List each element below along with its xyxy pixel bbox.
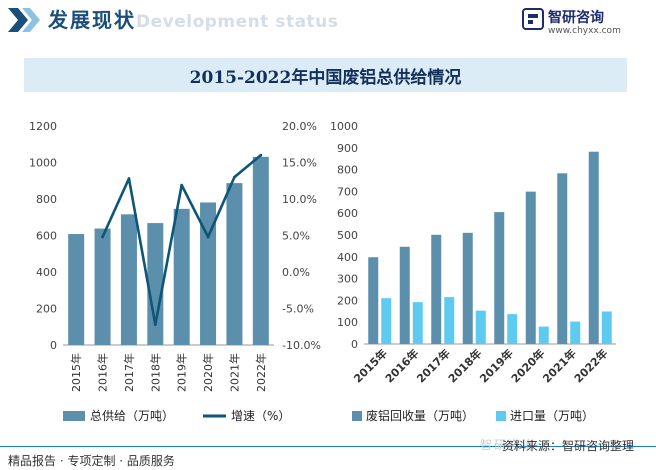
- right-x-tick-label: 2016年: [382, 346, 421, 385]
- right-x-tick-label: 2020年: [508, 346, 547, 385]
- right-chart-y-tick-label: 900: [337, 142, 358, 155]
- right-chart-y-tick-label: 300: [337, 273, 358, 286]
- recycling-bar: [588, 151, 599, 344]
- recycling-bar: [494, 212, 505, 344]
- right-x-tick-label: 2018年: [445, 346, 484, 385]
- recycling-bar: [557, 173, 568, 344]
- right-x-tick-label: 2017年: [414, 346, 453, 385]
- recycling-bar: [368, 257, 379, 344]
- right-y-tick-label: 20.0%: [282, 120, 317, 133]
- import-bar: [444, 297, 455, 344]
- left-y-tick-label: 400: [36, 266, 57, 279]
- right-chart-y-tick-label: 700: [337, 185, 358, 198]
- supply-bar: [226, 183, 243, 345]
- import-bar: [412, 302, 423, 344]
- growth-point: [153, 323, 157, 326]
- recycling-bar: [431, 234, 442, 344]
- supply-bar: [173, 208, 190, 345]
- right-y-tick-label: 15.0%: [282, 157, 317, 170]
- legend-swatch-import: [496, 411, 506, 421]
- right-x-tick-label: 2015年: [351, 346, 390, 385]
- left-x-tick-label: 2016年: [96, 353, 110, 392]
- right-x-tick-label: 2021年: [540, 346, 579, 385]
- import-bar: [538, 326, 549, 344]
- right-y-tick-label: 0.0%: [282, 266, 310, 279]
- footer-divider: [0, 446, 656, 447]
- right-chart-y-tick-label: 400: [337, 251, 358, 264]
- left-y-tick-label: 200: [36, 303, 57, 316]
- right-chart-y-tick-label: 0: [351, 338, 358, 351]
- supply-bar: [68, 234, 85, 345]
- left-y-tick-label: 800: [36, 193, 57, 206]
- footer-source: 资料来源：智研咨询整理: [502, 439, 635, 453]
- left-x-tick-label: 2017年: [122, 353, 136, 392]
- growth-point: [206, 235, 210, 239]
- recycling-bar: [399, 246, 410, 344]
- right-x-tick-label: 2019年: [477, 346, 516, 385]
- header-banner: Development status 发展现状: [0, 0, 656, 40]
- header-title: 发展现状: [48, 8, 136, 32]
- legend-swatch-supply: [63, 411, 85, 421]
- right-chart-y-tick-label: 1000: [330, 120, 358, 133]
- left-x-tick-label: 2019年: [175, 353, 189, 392]
- growth-point: [233, 175, 236, 179]
- left-x-tick-label: 2021年: [227, 353, 241, 392]
- right-chart-y-tick-label: 800: [337, 164, 358, 177]
- growth-point: [259, 153, 263, 157]
- right-chart-y-tick-label: 200: [337, 294, 358, 307]
- import-bar: [570, 321, 581, 344]
- chevron-icon: [8, 8, 40, 32]
- recycling-bar: [525, 191, 536, 344]
- supply-bar: [200, 202, 217, 345]
- right-y-tick-label: 10.0%: [282, 193, 317, 206]
- import-bar: [475, 310, 486, 344]
- right-x-tick-label: 2022年: [571, 346, 610, 385]
- import-bar: [381, 298, 392, 344]
- right-chart-y-tick-label: 500: [337, 229, 358, 242]
- legend-label-recycling: 废铝回收量（万吨）: [366, 408, 474, 423]
- right-y-tick-label: 5.0%: [282, 230, 310, 243]
- right-y-tick-label: -5.0%: [282, 303, 314, 316]
- logo-icon: [522, 8, 544, 30]
- legend-label-supply: 总供给（万吨）: [90, 409, 174, 423]
- right-chart-y-tick-label: 100: [337, 316, 358, 329]
- left-y-tick-label: 0: [50, 339, 57, 352]
- left-y-tick-label: 1000: [29, 157, 57, 170]
- header-subtitle: Development status: [136, 12, 339, 32]
- logo-url: www.chyxx.com: [548, 26, 621, 36]
- footer-slogan: 精品报告 · 专项定制 · 品质服务: [8, 454, 175, 468]
- right-chart-y-tick-label: 600: [337, 207, 358, 220]
- supply-bar: [147, 223, 164, 345]
- supply-bar: [252, 156, 269, 345]
- import-bar: [601, 311, 612, 344]
- growth-point: [180, 183, 184, 187]
- left-y-tick-label: 600: [36, 230, 57, 243]
- legend-label-import: 进口量（万吨）: [510, 409, 594, 423]
- left-y-tick-label: 1200: [29, 120, 57, 133]
- logo-name: 智研咨询: [548, 10, 604, 26]
- supply-bar: [120, 214, 137, 345]
- left-x-tick-label: 2022年: [254, 353, 268, 392]
- recycling-bar: [462, 232, 473, 344]
- left-x-tick-label: 2020年: [201, 353, 215, 392]
- growth-point: [101, 235, 104, 239]
- footer-watermark: 智研咨询: [480, 438, 537, 452]
- right-y-tick-label: -10.0%: [282, 339, 321, 352]
- brand-logo: 智研咨询 www.chyxx.com: [522, 4, 642, 42]
- legend-label-growth: 增速（%）: [231, 409, 290, 423]
- supply-bar: [94, 228, 111, 345]
- growth-point: [127, 177, 131, 180]
- import-bar: [507, 314, 518, 344]
- legend-swatch-recycling: [352, 411, 362, 421]
- left-x-tick-label: 2015年: [69, 353, 83, 392]
- left-x-tick-label: 2018年: [148, 353, 162, 392]
- chart-title: 2015-2022年中国废铝总供给情况: [24, 58, 627, 92]
